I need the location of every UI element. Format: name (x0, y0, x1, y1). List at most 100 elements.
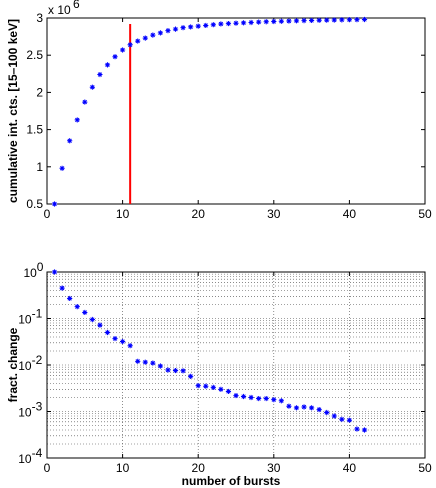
data-point (339, 17, 345, 23)
data-point (142, 359, 148, 365)
y-tick-label: 1 (36, 160, 43, 174)
data-point (188, 373, 194, 379)
data-point (346, 417, 352, 423)
data-point (97, 322, 103, 328)
data-point (293, 405, 300, 411)
data-point (210, 22, 216, 28)
y-tick-label: 0.5 (26, 197, 43, 211)
data-point (346, 17, 352, 23)
data-point (150, 360, 156, 366)
x-tick-label: 40 (343, 207, 357, 221)
data-point (210, 384, 216, 390)
y-tick-label-base: 10 (18, 359, 32, 373)
y-tick-label: 2.5 (26, 48, 43, 62)
data-point (74, 117, 80, 123)
y-multiplier-exponent: 6 (73, 0, 80, 11)
x-tick-label: 10 (116, 207, 130, 221)
data-point (233, 392, 239, 399)
data-point (195, 383, 201, 389)
data-point (67, 138, 73, 144)
data-point (248, 394, 254, 401)
y-tick-label-base: 10 (18, 452, 32, 466)
y-tick-label-exponent: -2 (32, 353, 43, 367)
data-point (142, 35, 148, 41)
x-tick-label: 50 (418, 207, 432, 221)
data-point (203, 383, 209, 389)
data-point (135, 38, 141, 44)
data-point (271, 397, 277, 403)
data-point (286, 18, 292, 24)
data-point (218, 21, 224, 27)
y-tick-label: 2 (36, 85, 43, 99)
x-axis-label: number of bursts (182, 474, 281, 488)
data-point (354, 17, 360, 23)
data-point (309, 405, 315, 411)
data-point (82, 99, 88, 105)
x-tick-label: 30 (267, 461, 281, 475)
data-point (112, 335, 118, 342)
data-point (120, 338, 126, 345)
data-point (361, 16, 368, 23)
data-point (135, 358, 141, 364)
data-point (195, 23, 201, 29)
data-point (240, 20, 247, 26)
data-point (225, 388, 232, 395)
data-point (248, 19, 254, 26)
x-tick-label: 0 (44, 461, 51, 475)
data-point (172, 26, 179, 32)
data-point (165, 28, 171, 34)
data-point (120, 47, 126, 53)
data-point (165, 367, 171, 373)
data-point (324, 409, 330, 416)
x-tick-label: 20 (192, 207, 206, 221)
data-point (104, 62, 111, 68)
data-point (180, 368, 186, 374)
y-axis-label: fract. change (6, 327, 20, 402)
data-point (59, 165, 65, 171)
data-point (82, 309, 88, 316)
data-point (339, 416, 345, 422)
data-point (157, 30, 163, 36)
data-point (218, 386, 224, 392)
x-tick-label: 40 (343, 461, 357, 475)
data-point (324, 17, 330, 23)
x-tick-label: 30 (267, 207, 281, 221)
x-tick-label: 50 (418, 461, 432, 475)
data-point (316, 17, 322, 23)
y-tick-label-exponent: -4 (32, 446, 43, 460)
data-point (150, 32, 156, 38)
y-axis-label: cumulative int. cts. [15–100 keV] (6, 19, 20, 203)
cumulative-counts-plot: 0 10 20 30 40 50 0.5 1 1.5 2 2.5 3 x 10 6 cumulative i… (6, 0, 432, 221)
data-point (263, 395, 269, 402)
data-point (240, 393, 247, 400)
data-point (263, 19, 269, 25)
y-tick-label-exponent: 0 (37, 260, 44, 274)
data-point (233, 20, 239, 26)
data-point (203, 22, 209, 29)
data-point (188, 24, 194, 30)
data-point (112, 54, 118, 60)
data-point (67, 295, 73, 302)
data-point (74, 304, 80, 310)
data-point (256, 19, 262, 25)
data-point (157, 363, 163, 369)
data-point (301, 18, 307, 24)
x-tick-label: 0 (44, 207, 51, 221)
y-multiplier-label: x 10 (48, 3, 71, 17)
data-point (51, 269, 58, 275)
data-point (225, 20, 232, 27)
y-tick-label-base: 10 (23, 266, 37, 280)
data-point (309, 17, 315, 24)
data-point (361, 427, 368, 433)
data-point (97, 71, 103, 78)
data-point (127, 42, 133, 48)
y-tick-label-exponent: -1 (32, 307, 43, 321)
data-point (256, 395, 262, 402)
y-tick-label-base: 10 (18, 313, 32, 327)
data-point (89, 316, 95, 323)
data-point (316, 406, 322, 413)
data-point (354, 426, 360, 432)
data-point (127, 343, 133, 349)
